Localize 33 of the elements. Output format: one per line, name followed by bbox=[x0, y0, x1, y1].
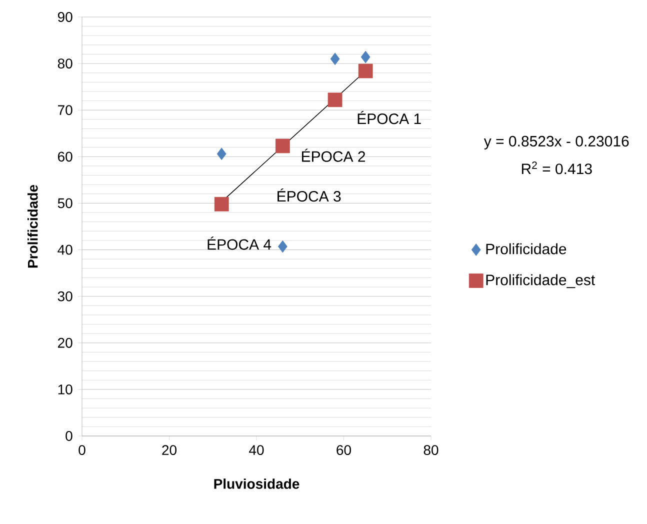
x-tick-label: 0 bbox=[78, 445, 86, 456]
point bbox=[275, 138, 290, 154]
y-tick-label: 10 bbox=[58, 384, 72, 394]
y-axis-title: Prolificidade bbox=[27, 184, 38, 268]
y-tick-label: 0 bbox=[66, 431, 72, 441]
y-tick-label: 40 bbox=[58, 244, 72, 255]
point bbox=[360, 50, 370, 64]
y-tick-label: 60 bbox=[58, 152, 72, 162]
x-axis-title: Pluviosidade bbox=[214, 478, 300, 489]
point bbox=[214, 196, 229, 212]
point bbox=[216, 148, 226, 160]
point bbox=[358, 64, 373, 78]
annotation: ÉPOCA 2 bbox=[302, 148, 366, 162]
x-tick-label: 20 bbox=[162, 445, 176, 456]
x-tick-label: 80 bbox=[424, 445, 438, 456]
annotation: ÉPOCA 4 bbox=[208, 236, 272, 250]
text: R$^{2}$ = 0.413 bbox=[522, 161, 592, 174]
y-tick-label: 30 bbox=[58, 291, 72, 302]
y-tick-label: 50 bbox=[58, 198, 72, 208]
point bbox=[328, 92, 342, 108]
x-tick-label: 40 bbox=[249, 445, 264, 456]
point bbox=[330, 52, 340, 66]
y-tick-label: 90 bbox=[58, 12, 72, 22]
y-tick-label: 70 bbox=[58, 105, 72, 116]
point bbox=[278, 240, 288, 253]
legend-label: Prolificidade_est bbox=[486, 274, 596, 288]
y-tick-label: 80 bbox=[58, 58, 72, 69]
x-tick-label: 60 bbox=[336, 445, 351, 456]
text: y = 0.8523x - 0.23016 bbox=[484, 136, 629, 150]
legend-label: Prolificidade bbox=[486, 243, 566, 254]
y-tick-label: 20 bbox=[58, 338, 72, 348]
annotation: ÉPOCA 3 bbox=[278, 188, 341, 202]
annotation: ÉPOCA 1 bbox=[358, 110, 421, 124]
